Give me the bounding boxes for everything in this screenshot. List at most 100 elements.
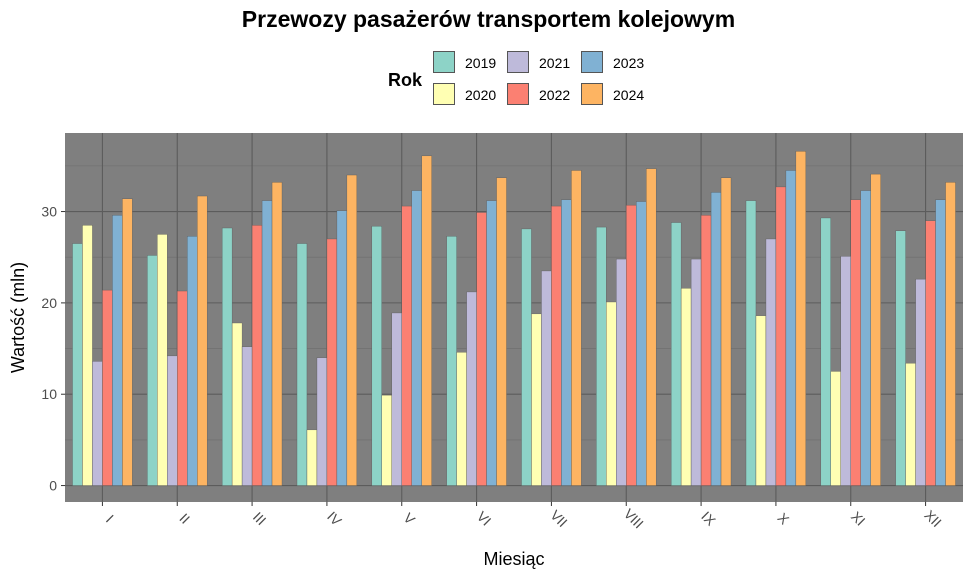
y-tick-label: 20 — [41, 295, 57, 311]
x-axis-title: Miesiąc — [483, 549, 544, 569]
bar-2024-III — [271, 182, 283, 486]
y-tick-label: 10 — [41, 386, 57, 402]
legend-key-4 — [581, 51, 603, 73]
bar-2020-IV — [306, 429, 318, 486]
bar-2023-VII — [561, 199, 572, 486]
bar-2023-XII — [935, 199, 946, 486]
y-axis-ticks: 0 10 20 30 — [41, 204, 65, 494]
bar-2019-VIII — [596, 226, 607, 486]
bar-2022-VIII — [626, 204, 637, 486]
bar-2019-V — [371, 225, 382, 486]
x-tick-label: III — [250, 509, 270, 529]
bar-2023-X — [785, 170, 797, 486]
x-tick-label: XI — [848, 508, 869, 529]
x-tick-label: V — [400, 510, 418, 528]
bar-2024-II — [197, 195, 208, 486]
bar-2020-VI — [456, 352, 467, 486]
bar-2019-I — [72, 243, 83, 486]
x-tick-label: X — [774, 510, 792, 528]
bar-2022-VI — [476, 212, 487, 486]
bar-2020-III — [231, 322, 243, 486]
legend-key-2 — [507, 51, 529, 73]
x-tick-label: VIII — [621, 505, 647, 531]
bar-2020-I — [82, 225, 93, 486]
bar-2023-IV — [336, 210, 348, 486]
chart-title: Przewozy pasażerów transportem kolejowym — [241, 6, 736, 32]
x-tick-label: XII — [921, 507, 944, 530]
bar-2020-XI — [830, 371, 841, 486]
bar-2023-VIII — [636, 201, 647, 486]
bar-2022-X — [775, 186, 787, 486]
x-tick-label: II — [176, 510, 193, 527]
x-tick-label: IV — [324, 508, 345, 529]
bar-2021-X — [765, 238, 777, 486]
legend-key-1 — [433, 83, 455, 105]
bar-2021-I — [92, 361, 103, 486]
bar-2021-II — [167, 355, 178, 486]
bar-2019-IV — [296, 243, 308, 486]
legend-label-0: 2019 — [465, 55, 497, 71]
y-tick-label: 0 — [49, 478, 57, 494]
bar-2021-XI — [840, 256, 851, 486]
legend-key-5 — [581, 83, 603, 105]
bar-2021-XII — [915, 278, 926, 486]
legend-label-3: 2022 — [539, 87, 571, 103]
bar-2023-V — [411, 190, 422, 486]
bar-2020-VIII — [606, 301, 617, 486]
bar-2022-VII — [551, 205, 562, 486]
bar-2024-VIII — [646, 168, 657, 486]
bar-2021-IX — [690, 258, 702, 486]
bar-2024-I — [122, 198, 133, 486]
bar-2023-IX — [710, 192, 722, 486]
bar-2019-IX — [670, 222, 682, 486]
y-axis-title: Wartość (mln) — [8, 262, 28, 373]
x-tick-label: I — [103, 511, 117, 525]
bar-2023-XI — [860, 190, 871, 486]
legend-label-5: 2024 — [613, 87, 645, 103]
legend-label-4: 2023 — [613, 55, 645, 71]
bar-2024-X — [795, 151, 807, 486]
bar-2023-VI — [486, 200, 497, 486]
bar-2022-IX — [700, 215, 712, 486]
bar-2019-XII — [895, 230, 906, 486]
legend-key-3 — [507, 83, 529, 105]
bar-2024-VII — [571, 170, 582, 486]
legend-label-1: 2020 — [465, 87, 497, 103]
bar-2022-I — [102, 289, 113, 486]
bar-2023-III — [261, 200, 273, 486]
bar-2023-II — [187, 236, 198, 486]
y-tick-label: 30 — [41, 204, 57, 220]
bar-2020-VII — [531, 313, 542, 486]
x-tick-label: IX — [698, 508, 719, 529]
bar-2020-XII — [905, 362, 916, 486]
bar-2021-VI — [466, 291, 477, 486]
bar-2019-II — [147, 255, 158, 486]
bar-2021-IV — [316, 357, 328, 486]
bar-2019-III — [221, 227, 233, 486]
bar-2021-III — [241, 346, 253, 486]
legend-key-0 — [433, 51, 455, 73]
legend-label-2: 2021 — [539, 55, 571, 71]
bar-2020-II — [157, 234, 168, 486]
bar-2022-XI — [850, 199, 861, 486]
bar-2024-XII — [945, 182, 956, 486]
bar-2021-V — [391, 312, 402, 486]
bar-2019-XI — [820, 217, 831, 486]
bar-2022-IV — [326, 238, 338, 486]
bar-2022-XII — [925, 220, 936, 486]
bars — [72, 151, 956, 486]
bar-2019-VII — [521, 228, 532, 486]
bar-2019-X — [745, 200, 757, 486]
bar-2022-V — [401, 205, 412, 486]
bar-2021-VII — [541, 270, 552, 486]
bar-2020-V — [381, 394, 392, 486]
x-tick-label: VI — [474, 508, 495, 529]
bar-2019-VI — [446, 236, 457, 486]
x-tick-label: VII — [547, 507, 570, 530]
legend-title: Rok — [388, 70, 423, 90]
bar-2020-X — [755, 315, 767, 486]
bar-2024-IX — [720, 177, 732, 486]
bar-2022-III — [251, 225, 263, 486]
x-axis-ticks: I II III IV V VI VII VIII IX X XI XII — [101, 502, 945, 532]
